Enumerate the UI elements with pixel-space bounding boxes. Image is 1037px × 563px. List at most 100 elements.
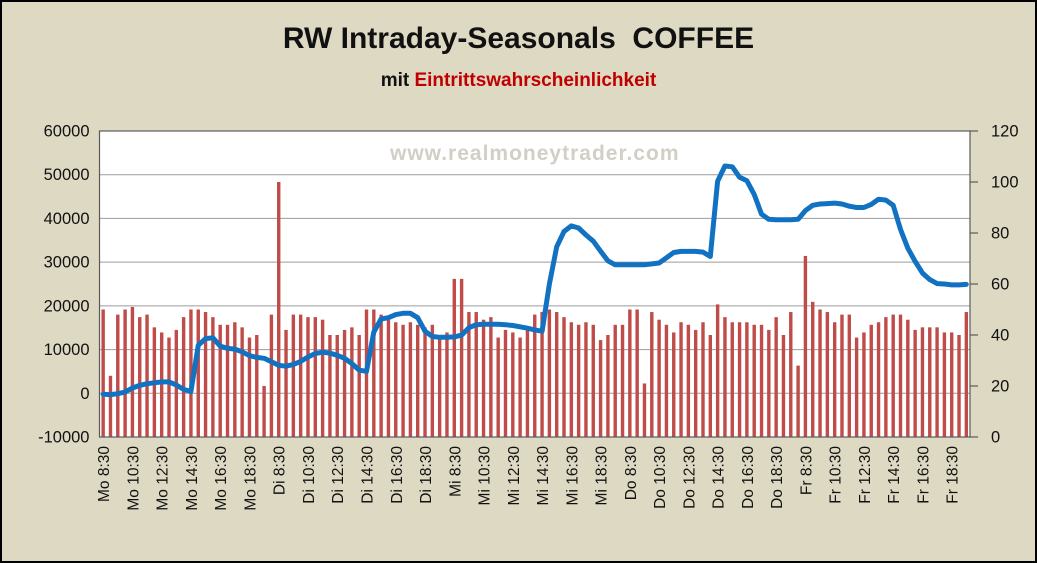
probability-bar bbox=[723, 317, 727, 437]
x-tick-label: Mo 10:30 bbox=[125, 446, 142, 511]
x-tick-label: Mo 12:30 bbox=[155, 446, 172, 511]
probability-bar bbox=[818, 309, 822, 437]
probability-bar bbox=[789, 312, 793, 437]
probability-bar bbox=[240, 327, 244, 437]
y-left-tick-label: 0 bbox=[80, 385, 89, 403]
probability-bar bbox=[891, 314, 895, 437]
probability-bar bbox=[693, 329, 698, 437]
probability-bar bbox=[342, 329, 347, 437]
probability-bar bbox=[628, 309, 632, 437]
probability-bar bbox=[218, 324, 222, 437]
probability-bar bbox=[313, 317, 317, 437]
x-tick-label: Fr 16:30 bbox=[915, 446, 932, 504]
probability-bar bbox=[642, 383, 647, 437]
probability-bar bbox=[335, 335, 339, 437]
x-tick-label: Di 18:30 bbox=[418, 446, 435, 504]
probability-bar bbox=[489, 317, 493, 437]
x-tick-label: Mo 18:30 bbox=[242, 446, 259, 511]
probability-bar bbox=[635, 309, 639, 437]
x-tick-label: Mi 18:30 bbox=[594, 446, 611, 506]
probability-bar bbox=[284, 329, 288, 437]
probability-bar bbox=[123, 309, 127, 437]
probability-bar bbox=[196, 309, 200, 437]
probability-bar bbox=[715, 304, 720, 437]
probability-bar bbox=[225, 324, 230, 437]
x-tick-label: Mi 14:30 bbox=[535, 446, 552, 506]
probability-bar bbox=[672, 332, 676, 437]
probability-bar bbox=[598, 340, 603, 437]
probability-bar bbox=[708, 335, 713, 437]
probability-bar bbox=[211, 317, 215, 437]
x-tick-label: Di 12:30 bbox=[330, 446, 347, 504]
probability-bar bbox=[474, 312, 478, 437]
x-tick-label: Do 12:30 bbox=[681, 446, 698, 509]
x-tick-label: Do 16:30 bbox=[740, 446, 757, 509]
probability-bar bbox=[108, 375, 113, 437]
y-right-tick-label: 60 bbox=[991, 276, 1009, 294]
probability-bar bbox=[306, 317, 310, 437]
x-tick-label: Mo 14:30 bbox=[184, 446, 201, 511]
probability-bar bbox=[774, 317, 778, 437]
probability-bar bbox=[898, 314, 903, 437]
probability-bar bbox=[525, 329, 530, 437]
probability-bar bbox=[730, 322, 734, 437]
probability-bar bbox=[459, 278, 464, 437]
probability-bar bbox=[298, 314, 303, 437]
probability-bar bbox=[357, 335, 361, 437]
x-tick-label: Do 10:30 bbox=[652, 446, 669, 509]
probability-bar bbox=[445, 332, 449, 437]
probability-bar bbox=[386, 319, 391, 437]
probability-bar bbox=[928, 327, 932, 437]
probability-bar bbox=[576, 324, 581, 437]
probability-bar bbox=[430, 324, 435, 437]
x-tick-label: Mi 8:30 bbox=[447, 446, 464, 497]
probability-bar bbox=[796, 365, 800, 437]
x-tick-label: Do 18:30 bbox=[769, 446, 786, 509]
probability-bar bbox=[547, 309, 552, 437]
probability-bar bbox=[752, 324, 756, 437]
probability-bar bbox=[159, 332, 164, 437]
probability-bar bbox=[884, 317, 888, 437]
probability-bar bbox=[942, 332, 947, 437]
probability-bar bbox=[437, 337, 442, 437]
x-tick-label: Mi 10:30 bbox=[477, 446, 494, 506]
probability-bar bbox=[913, 329, 917, 437]
x-tick-label: Di 16:30 bbox=[389, 446, 406, 504]
probability-bar bbox=[233, 322, 237, 437]
probability-bar bbox=[540, 312, 544, 437]
probability-bar bbox=[138, 317, 142, 437]
probability-bar bbox=[686, 324, 691, 437]
y-left-tick-label: 40000 bbox=[44, 210, 90, 228]
probability-bar bbox=[101, 309, 105, 437]
probability-bar bbox=[496, 337, 500, 437]
probability-bar bbox=[130, 306, 135, 437]
watermark: www.realmoneytrader.com bbox=[389, 142, 680, 165]
y-left-tick-label: -10000 bbox=[38, 429, 89, 447]
probability-bar bbox=[935, 327, 939, 437]
x-tick-label: Fr 10:30 bbox=[828, 446, 845, 504]
probability-bar bbox=[181, 317, 186, 437]
probability-bar bbox=[825, 312, 830, 437]
probability-bar bbox=[189, 309, 193, 437]
probability-bar bbox=[452, 278, 456, 437]
y-left-tick-label: 20000 bbox=[44, 297, 90, 315]
probability-bar bbox=[328, 335, 332, 437]
y-right-tick-label: 100 bbox=[991, 174, 1019, 192]
probability-bar bbox=[840, 314, 844, 437]
probability-bar bbox=[408, 322, 413, 437]
probability-bar bbox=[401, 324, 405, 437]
probability-bar bbox=[964, 312, 969, 437]
probability-bar bbox=[277, 182, 281, 437]
x-tick-label: Fr 14:30 bbox=[886, 446, 903, 504]
probability-bar bbox=[811, 301, 815, 437]
probability-bar bbox=[584, 322, 588, 437]
x-tick-label: Do 14:30 bbox=[711, 446, 728, 509]
x-tick-label: Mi 12:30 bbox=[506, 446, 523, 506]
probability-bar bbox=[511, 332, 515, 437]
probability-bar bbox=[372, 309, 376, 437]
probability-bar bbox=[862, 332, 866, 437]
probability-bar bbox=[620, 324, 625, 437]
y-left-tick-label: 50000 bbox=[44, 166, 90, 184]
y-right-tick-label: 80 bbox=[991, 225, 1009, 243]
